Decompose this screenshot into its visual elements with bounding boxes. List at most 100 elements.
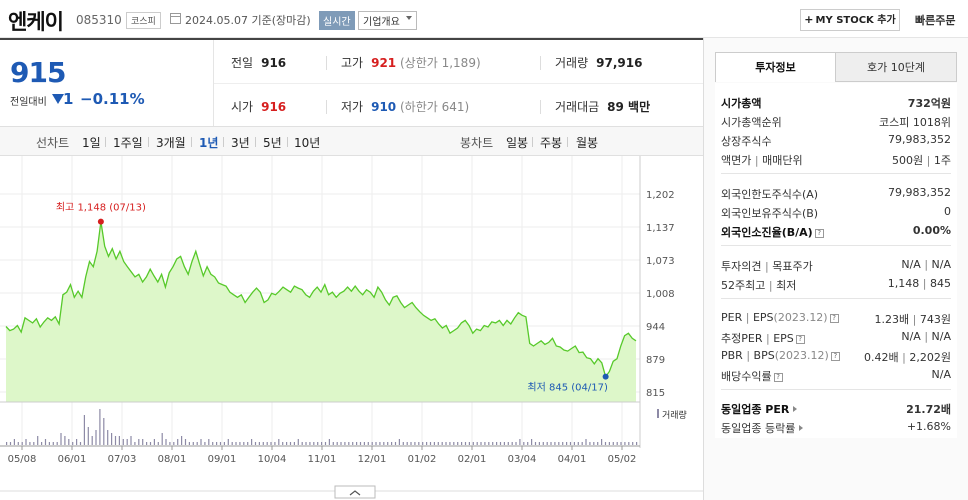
candle-daily[interactable]: 일봉 bbox=[506, 136, 529, 150]
divider bbox=[721, 298, 951, 299]
info-value: 732억원 bbox=[907, 97, 951, 110]
volume-bar bbox=[406, 442, 408, 445]
info-sector-change[interactable]: 동일업종 등락률 +1.68% bbox=[721, 420, 951, 436]
info-value: 0.00% bbox=[912, 224, 951, 237]
period-10y[interactable]: 10년 bbox=[294, 136, 321, 150]
volume-bar bbox=[324, 442, 327, 445]
realtime-button[interactable]: 실시간 bbox=[319, 11, 355, 30]
volume-bar bbox=[398, 439, 400, 445]
volume-bar bbox=[597, 442, 599, 445]
volume-bar bbox=[181, 436, 183, 445]
volume-bar bbox=[254, 442, 257, 445]
volume-bar bbox=[270, 442, 272, 445]
volume-bar bbox=[243, 442, 245, 445]
volume-bar bbox=[363, 442, 365, 445]
info-label: 최저 bbox=[776, 279, 797, 292]
info-est-per-eps: 추정PER | EPS? N/A | N/A bbox=[721, 330, 951, 346]
volume-bar bbox=[227, 439, 229, 445]
quote-label: 저가 bbox=[341, 100, 364, 114]
x-tick-label: 07/03 bbox=[108, 454, 137, 465]
info-foreign-ratio: 외국인소진율(B/A)? 0.00% bbox=[721, 224, 951, 240]
quote-value: 97,916 bbox=[596, 56, 643, 70]
volume-bar bbox=[169, 442, 171, 445]
info-sector-per[interactable]: 동일업종 PER 21.72배 bbox=[721, 401, 951, 417]
help-icon[interactable]: ? bbox=[829, 314, 839, 323]
period-5y[interactable]: 5년 bbox=[263, 136, 282, 150]
volume-bar bbox=[114, 436, 117, 445]
period-1d[interactable]: 1일 bbox=[82, 136, 101, 150]
volume-bar bbox=[589, 442, 591, 445]
help-icon[interactable]: ? bbox=[795, 335, 805, 344]
volume-bar bbox=[142, 439, 144, 445]
volume-bar bbox=[476, 442, 478, 445]
price-chart[interactable]: 1,202 1,137 1,073 1,008 944 879 815 최고 1,148 (… bbox=[0, 156, 703, 500]
investment-info-body: 시가총액 732억원 시가총액순위 코스피 1018위 상장주식수 79,983… bbox=[715, 83, 957, 438]
divider bbox=[567, 137, 568, 147]
info-value: 2,202원 bbox=[909, 351, 951, 364]
chart-collapse-button[interactable] bbox=[334, 485, 376, 499]
volume-bar bbox=[383, 442, 385, 445]
volume-bar bbox=[511, 442, 513, 445]
company-overview-select[interactable]: 기업개요 bbox=[358, 11, 417, 30]
volume-bar bbox=[616, 442, 618, 445]
volume-bar bbox=[566, 442, 568, 445]
info-foreign-hold: 외국인보유주식수(B) 0 bbox=[721, 205, 951, 221]
volume-bar bbox=[620, 442, 622, 445]
quick-order-link[interactable]: 빠른주문 bbox=[915, 14, 956, 27]
volume-bar bbox=[76, 439, 78, 445]
volume-bar bbox=[212, 442, 214, 445]
tab-orderbook-10[interactable]: 호가 10단계 bbox=[835, 52, 957, 82]
info-label: 추정PER bbox=[721, 332, 763, 345]
help-icon[interactable]: ? bbox=[830, 352, 840, 361]
help-icon[interactable]: ? bbox=[773, 373, 783, 382]
volume-bar bbox=[628, 442, 630, 445]
volume-bar bbox=[601, 439, 603, 445]
volume-bar bbox=[91, 436, 93, 445]
quote-label: 거래량 bbox=[555, 56, 589, 70]
help-icon[interactable]: ? bbox=[814, 229, 824, 238]
info-value: 845 bbox=[930, 277, 951, 290]
volume-bar bbox=[503, 442, 505, 445]
volume-bar bbox=[95, 430, 97, 445]
volume-bar bbox=[554, 442, 556, 445]
volume-bar bbox=[87, 427, 89, 445]
volume-bar bbox=[445, 442, 447, 445]
volume-bar bbox=[328, 439, 330, 445]
info-separator: | bbox=[912, 313, 917, 326]
stock-header: 엔케이 085310 코스피 2024.05.07 기준(장마감) 실시간 기업… bbox=[0, 0, 968, 38]
volume-bar bbox=[134, 442, 136, 445]
volume-bar bbox=[165, 439, 167, 445]
info-separator: | bbox=[768, 279, 773, 292]
divider bbox=[540, 56, 541, 70]
quote-date: 2024.05.07 기준(장마감) bbox=[185, 14, 311, 27]
current-price: 915 bbox=[10, 56, 66, 89]
volume-bar bbox=[344, 442, 346, 445]
volume-bar bbox=[379, 442, 381, 445]
period-1w[interactable]: 1주일 bbox=[113, 136, 143, 150]
volume-bar bbox=[161, 433, 163, 445]
volume-bar bbox=[321, 442, 323, 445]
period-3m[interactable]: 3개월 bbox=[156, 136, 186, 150]
candle-weekly[interactable]: 주봉 bbox=[540, 136, 563, 150]
price-line bbox=[5, 221, 637, 379]
volume-bar bbox=[68, 439, 70, 445]
volume-bar bbox=[461, 442, 463, 445]
add-mystock-button[interactable]: + MY STOCK 추가 bbox=[800, 9, 900, 31]
tab-investment-info[interactable]: 투자정보 bbox=[715, 52, 836, 82]
volume-bar bbox=[196, 442, 198, 445]
info-separator: | bbox=[926, 154, 931, 167]
chevron-right-icon bbox=[799, 425, 804, 431]
volume-bar bbox=[153, 439, 155, 445]
volume-bar bbox=[515, 442, 517, 445]
period-3y[interactable]: 3년 bbox=[231, 136, 250, 150]
y-axis-ticks: 1,202 1,137 1,073 1,008 944 879 815 bbox=[646, 190, 675, 399]
period-1y[interactable]: 1년 bbox=[199, 136, 219, 150]
volume-bar bbox=[402, 442, 404, 445]
quote-value: 916 bbox=[261, 56, 287, 70]
info-label: 시가총액순위 bbox=[721, 116, 782, 129]
volume-bar bbox=[375, 442, 377, 445]
info-value: N/A bbox=[901, 330, 921, 343]
candle-monthly[interactable]: 월봉 bbox=[576, 136, 599, 150]
volume-legend: 거래량 bbox=[662, 409, 687, 421]
volume-bar bbox=[107, 430, 109, 445]
